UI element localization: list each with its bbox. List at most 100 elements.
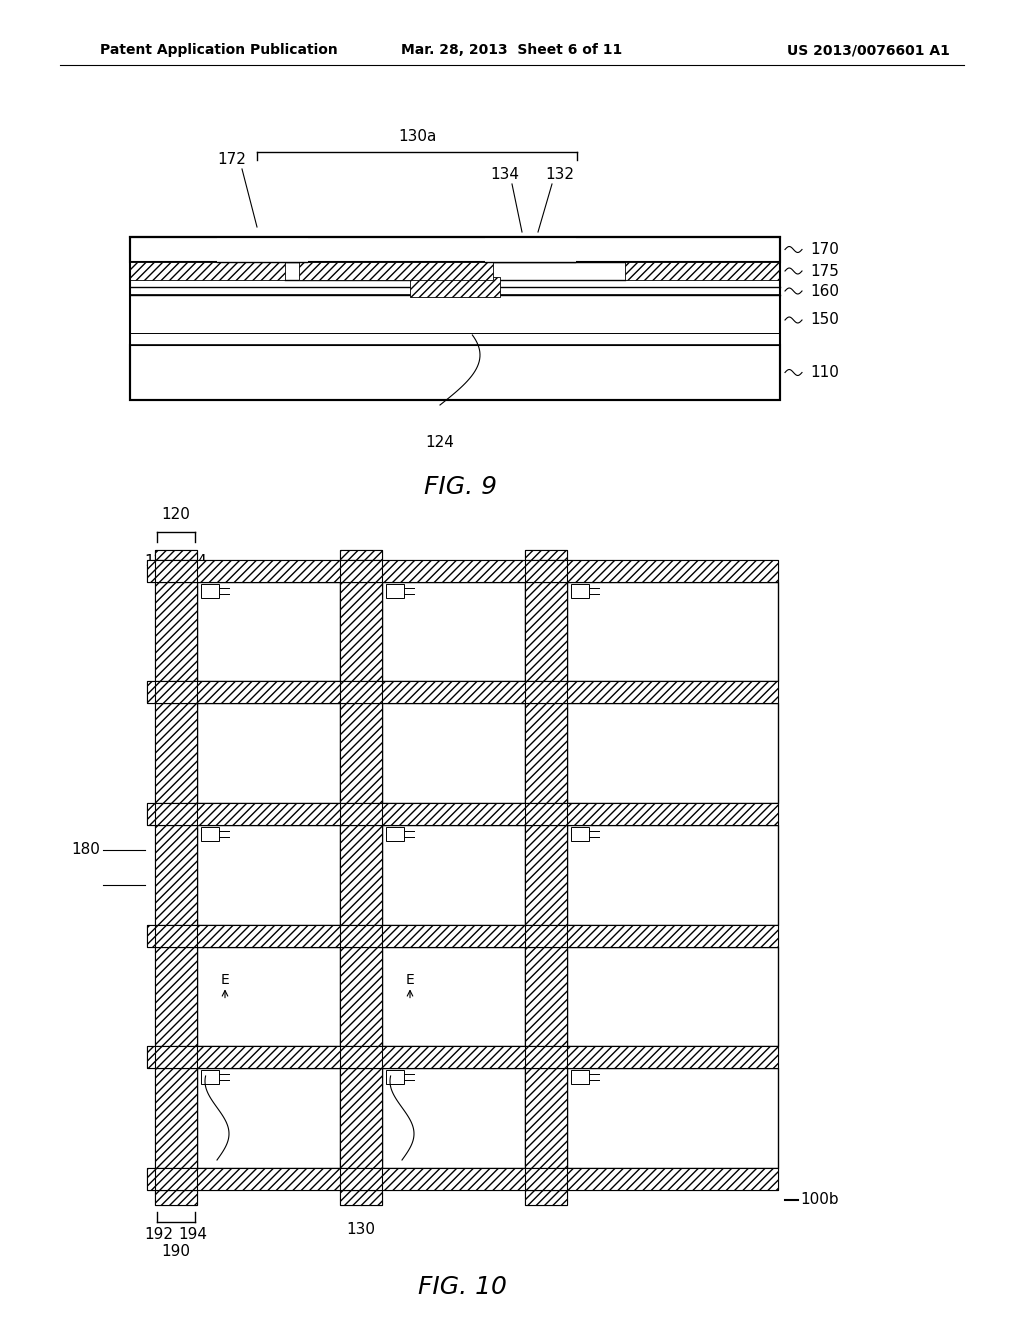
Bar — [340, 803, 382, 825]
Text: 132: 132 — [546, 168, 574, 182]
Bar — [567, 1068, 778, 1168]
Bar — [147, 1168, 778, 1191]
Bar — [155, 560, 197, 582]
Bar — [147, 1168, 778, 1191]
Text: 190: 190 — [162, 1243, 190, 1259]
Bar — [197, 1068, 340, 1168]
Bar — [155, 925, 197, 946]
Bar — [130, 294, 780, 345]
Bar — [155, 1045, 197, 1068]
Bar — [130, 238, 780, 261]
Text: 120: 120 — [162, 507, 190, 521]
Bar — [217, 238, 308, 261]
Bar — [201, 583, 219, 598]
Bar — [201, 828, 219, 841]
Text: 124: 124 — [426, 436, 455, 450]
Bar — [525, 803, 567, 825]
Bar — [386, 583, 404, 598]
Bar — [147, 925, 778, 946]
Bar — [340, 1168, 382, 1191]
Bar — [525, 550, 567, 1205]
Bar — [147, 803, 778, 825]
Bar — [155, 550, 197, 1205]
Bar — [382, 946, 525, 1045]
Text: 130a: 130a — [397, 129, 436, 144]
Text: 160: 160 — [810, 284, 839, 298]
Bar — [147, 1045, 778, 1068]
Bar — [147, 560, 778, 582]
Bar — [340, 925, 382, 946]
Bar — [340, 560, 382, 582]
Bar — [525, 1045, 567, 1068]
Bar — [525, 925, 567, 946]
Bar — [155, 550, 197, 1205]
Bar — [567, 704, 778, 803]
Text: 100b: 100b — [800, 1192, 839, 1208]
Bar — [155, 803, 197, 825]
Bar — [197, 946, 340, 1045]
Text: US 2013/0076601 A1: US 2013/0076601 A1 — [787, 44, 950, 57]
Text: 124: 124 — [178, 554, 208, 569]
Bar — [201, 1071, 219, 1084]
Bar — [340, 681, 382, 704]
Bar — [340, 1045, 382, 1068]
Bar — [525, 681, 567, 704]
Bar — [147, 681, 778, 704]
Bar — [197, 704, 340, 803]
Bar — [340, 560, 382, 582]
Bar — [382, 704, 525, 803]
Text: FIG. 10: FIG. 10 — [418, 1275, 507, 1299]
Bar — [147, 681, 778, 704]
Bar — [299, 261, 493, 280]
Bar — [340, 1168, 382, 1191]
Bar — [155, 1168, 197, 1191]
Bar — [525, 681, 567, 704]
Bar — [340, 925, 382, 946]
Bar — [130, 238, 780, 400]
Bar — [340, 1045, 382, 1068]
Bar — [567, 946, 778, 1045]
Bar — [386, 1071, 404, 1084]
Bar — [155, 1045, 197, 1068]
Bar — [525, 1045, 567, 1068]
Text: 194: 194 — [178, 1228, 208, 1242]
Bar — [155, 803, 197, 825]
Bar — [571, 828, 589, 841]
Bar — [567, 825, 778, 925]
Bar — [571, 583, 589, 598]
Bar — [525, 560, 567, 582]
Text: E: E — [220, 974, 229, 987]
Bar — [155, 681, 197, 704]
Bar — [386, 828, 404, 841]
Bar — [147, 1045, 778, 1068]
Bar — [382, 582, 525, 681]
Bar — [130, 261, 285, 280]
Bar — [340, 803, 382, 825]
Bar — [525, 1168, 567, 1191]
Bar — [525, 1168, 567, 1191]
Text: 110: 110 — [810, 366, 839, 380]
Bar — [625, 261, 780, 280]
Text: 130: 130 — [346, 1222, 376, 1237]
Text: 170: 170 — [810, 242, 839, 257]
Bar — [147, 560, 778, 582]
Text: E: E — [406, 974, 415, 987]
Bar — [410, 277, 500, 297]
Bar — [571, 1071, 589, 1084]
Bar — [340, 550, 382, 1205]
Text: Mar. 28, 2013  Sheet 6 of 11: Mar. 28, 2013 Sheet 6 of 11 — [401, 44, 623, 57]
Bar — [155, 925, 197, 946]
Bar — [155, 681, 197, 704]
Bar — [197, 825, 340, 925]
Bar — [382, 1068, 525, 1168]
Bar — [340, 550, 382, 1205]
Text: 150: 150 — [810, 313, 839, 327]
Bar — [567, 582, 778, 681]
Bar — [525, 925, 567, 946]
Text: 134: 134 — [490, 168, 519, 182]
Bar — [155, 1168, 197, 1191]
Bar — [382, 825, 525, 925]
Bar — [525, 803, 567, 825]
Text: 172: 172 — [217, 152, 247, 168]
Text: Patent Application Publication: Patent Application Publication — [100, 44, 338, 57]
